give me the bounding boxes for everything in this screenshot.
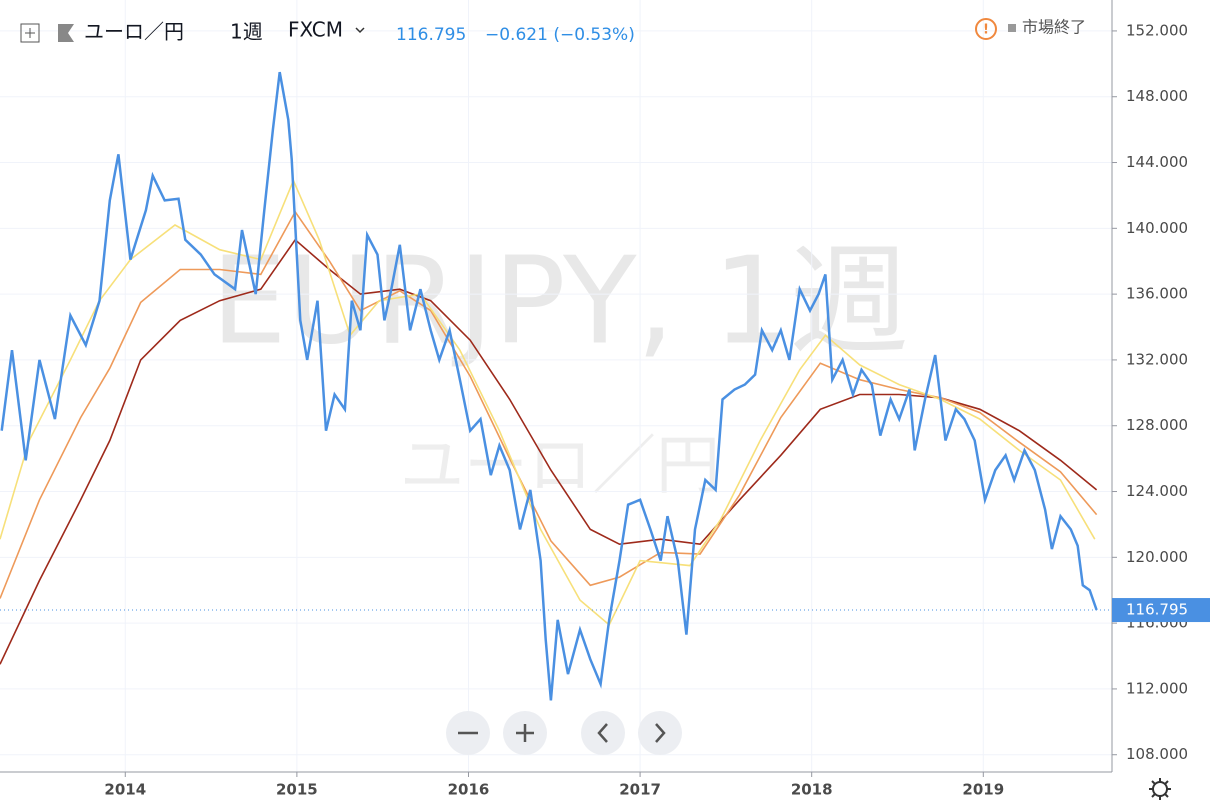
y-tick-label: 152.000 — [1126, 21, 1188, 39]
ma-line — [0, 238, 1098, 665]
alert-mark: ! — [983, 23, 989, 38]
x-tick-label: 2014 — [104, 781, 146, 799]
x-tick-label: 2017 — [619, 781, 661, 799]
flag-icon — [58, 24, 74, 42]
alert-icon[interactable] — [975, 18, 997, 40]
symbol: ユーロ／円 — [84, 20, 184, 44]
y-tick-label: 140.000 — [1126, 219, 1188, 237]
y-tick-label: 108.000 — [1126, 745, 1188, 763]
dropdown-icon[interactable] — [355, 27, 365, 34]
plot — [0, 0, 1112, 772]
y-tick-label: 120.000 — [1126, 548, 1188, 566]
exchange: FXCM — [288, 18, 343, 42]
interval: 1週 — [230, 20, 263, 44]
y-tick-label: 128.000 — [1126, 416, 1188, 434]
nav-buttons — [446, 711, 682, 755]
y-tick-label: 148.000 — [1126, 87, 1188, 105]
y-tick-label: 132.000 — [1126, 350, 1188, 368]
x-tick-label: 2019 — [962, 781, 1004, 799]
watermark-main: EURJPY, 1週 — [211, 233, 909, 372]
price-line — [0, 71, 1098, 701]
gear-teeth — [1149, 778, 1171, 800]
last-price-tag — [1112, 598, 1210, 623]
scroll-right-button[interactable] — [638, 711, 682, 755]
ma-line — [0, 178, 1096, 627]
last-price: 116.795 — [396, 25, 466, 45]
add-icon-cross — [25, 28, 35, 38]
settings-icon[interactable] — [1149, 778, 1171, 800]
y-tick-label: 112.000 — [1126, 679, 1188, 697]
watermark-sub: ユーロ／円 — [400, 430, 720, 504]
status-dot — [1008, 24, 1016, 32]
zoom-in-icon — [516, 724, 534, 742]
x-tick-label: 2016 — [448, 781, 490, 799]
add-icon[interactable] — [20, 23, 40, 43]
y-tick-label: 136.000 — [1126, 285, 1188, 303]
header: ユーロ／円 1週 FXCM 116.795 −0.621 (−0.53%) ! … — [20, 18, 1086, 45]
scroll-left-button[interactable] — [581, 711, 625, 755]
price-change: −0.621 (−0.53%) — [485, 25, 635, 45]
x-tick-label: 2015 — [276, 781, 318, 799]
scroll-left-icon — [597, 723, 608, 743]
y-tick-label: 144.000 — [1126, 153, 1188, 171]
market-status: 市場終了 — [1022, 18, 1086, 37]
y-tick-label: 124.000 — [1126, 482, 1188, 500]
ma-line — [0, 210, 1098, 599]
foreground: 108.000112.000116.000120.000124.000128.0… — [104, 21, 1210, 799]
last-price-tag-label: 116.795 — [1126, 601, 1188, 619]
watermark: EURJPY, 1週 ユーロ／円 — [211, 233, 909, 504]
gear-ring — [1152, 781, 1168, 797]
scroll-right-icon — [655, 723, 666, 743]
x-tick-label: 2018 — [791, 781, 833, 799]
